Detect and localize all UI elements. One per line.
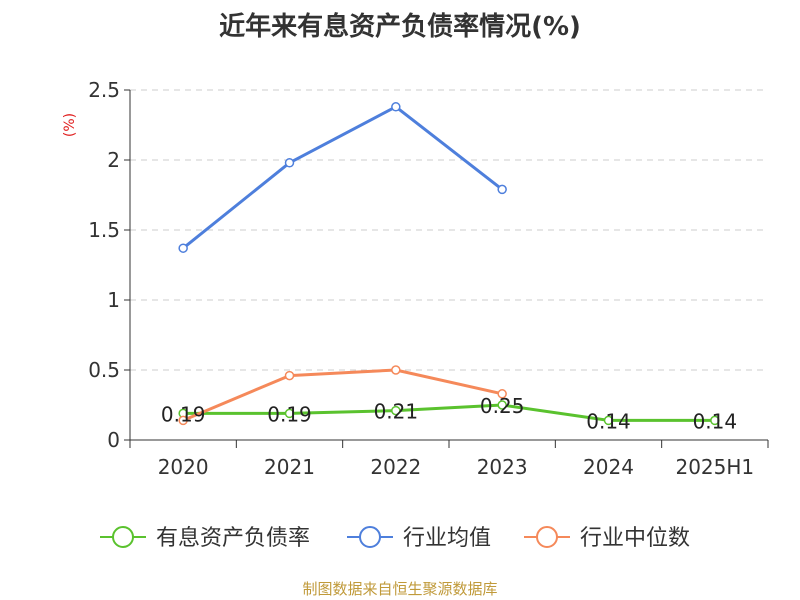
data-point bbox=[391, 365, 401, 375]
data-label: 0.19 bbox=[267, 402, 312, 426]
data-point bbox=[497, 389, 507, 399]
grid-lines bbox=[130, 89, 768, 371]
axes: 0 0.5 1 1.5 2 2.5 2020 2021 2022 2023 2024 2025H1 (%… bbox=[62, 78, 769, 479]
y-tick-label: 0 bbox=[107, 428, 120, 452]
data-label: 0.14 bbox=[586, 409, 631, 433]
data-label: 0.21 bbox=[374, 400, 419, 424]
series-lines bbox=[178, 102, 720, 426]
x-tick-label: 2024 bbox=[583, 455, 634, 479]
data-label: 0.25 bbox=[480, 394, 525, 418]
data-point bbox=[497, 400, 507, 410]
data-point bbox=[284, 370, 295, 381]
data-point bbox=[603, 415, 614, 426]
data-point bbox=[391, 405, 401, 416]
legend-marker bbox=[112, 526, 134, 548]
y-axis-label: (%) bbox=[62, 113, 78, 137]
x-tick-label: 2021 bbox=[264, 455, 315, 479]
legend-item: 有息资产负债率 bbox=[100, 526, 310, 551]
legend-item: 行业均值 bbox=[347, 526, 491, 551]
legend-marker bbox=[536, 526, 558, 548]
x-tick-label: 2025H1 bbox=[675, 455, 754, 479]
y-tick-label: 0.5 bbox=[88, 358, 120, 382]
data-point bbox=[710, 415, 720, 426]
data-point bbox=[284, 408, 295, 419]
legend-item: 行业中位数 bbox=[524, 526, 690, 551]
legend-marker bbox=[359, 526, 381, 548]
source-note: 制图数据来自恒生聚源数据库 bbox=[302, 580, 498, 598]
series-line bbox=[183, 403, 715, 422]
series-line bbox=[182, 368, 503, 422]
data-point bbox=[284, 158, 295, 168]
y-tick-label: 2.5 bbox=[88, 78, 120, 102]
data-point bbox=[497, 184, 507, 195]
legend-label: 行业中位数 bbox=[580, 526, 690, 551]
data-point bbox=[391, 102, 401, 112]
x-tick-label: 2023 bbox=[477, 455, 528, 479]
data-label: 0.19 bbox=[161, 402, 206, 426]
y-tick-label: 1.5 bbox=[88, 218, 120, 242]
series-line bbox=[182, 105, 504, 250]
chart-title: 近年来有息资产负债率情况(%) bbox=[219, 12, 581, 42]
data-point bbox=[178, 243, 188, 253]
legend-label: 有息资产负债率 bbox=[156, 526, 310, 551]
data-point bbox=[178, 415, 188, 426]
data-label: 0.14 bbox=[693, 409, 738, 433]
y-tick-label: 2 bbox=[107, 148, 120, 172]
data-labels: 0.19 0.19 0.21 0.25 0.14 0.14 bbox=[161, 394, 737, 433]
y-tick-label: 1 bbox=[107, 288, 120, 312]
x-tick-label: 2022 bbox=[370, 455, 421, 479]
legend-label: 行业均值 bbox=[403, 526, 491, 551]
legend: 有息资产负债率 行业均值 行业中位数 bbox=[100, 526, 690, 551]
x-tick-label: 2020 bbox=[158, 455, 209, 479]
